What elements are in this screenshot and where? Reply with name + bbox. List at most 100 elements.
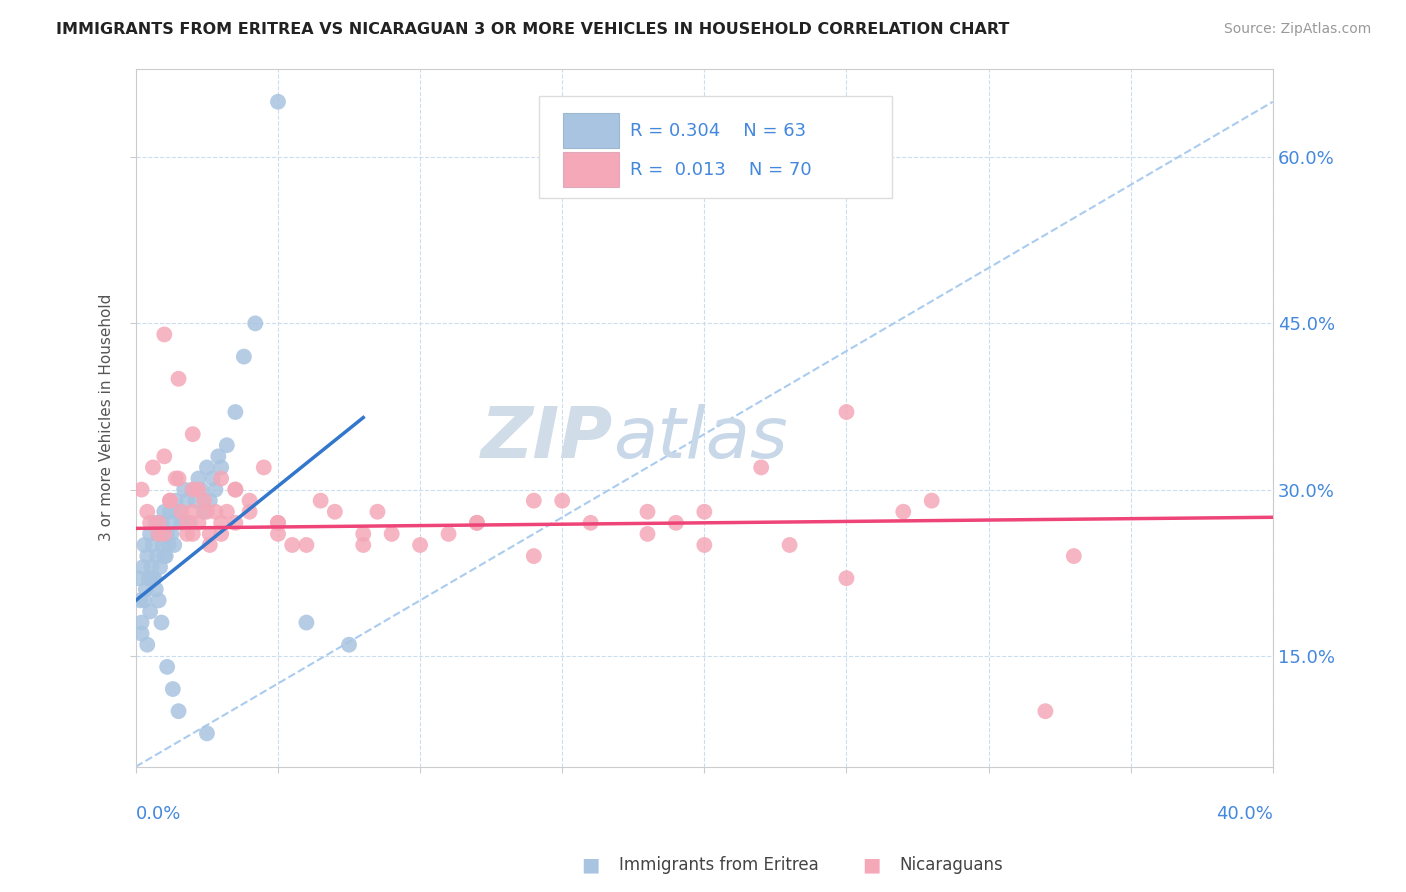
- Text: ■: ■: [862, 855, 882, 875]
- Point: [181, 483, 204, 497]
- Point: [239, 505, 262, 519]
- Point: [309, 493, 332, 508]
- Point: [523, 493, 546, 508]
- Point: [153, 527, 176, 541]
- Point: [162, 681, 184, 696]
- Y-axis label: 3 or more Vehicles in Household: 3 or more Vehicles in Household: [100, 293, 114, 541]
- Point: [551, 493, 574, 508]
- Point: [153, 549, 176, 563]
- Point: [465, 516, 488, 530]
- Point: [1063, 549, 1085, 563]
- Point: [179, 516, 201, 530]
- Point: [579, 516, 602, 530]
- Point: [167, 471, 190, 485]
- Point: [139, 604, 162, 618]
- Point: [142, 571, 165, 585]
- Point: [637, 505, 659, 519]
- Point: [232, 350, 254, 364]
- Point: [465, 516, 488, 530]
- Point: [159, 505, 181, 519]
- Point: [749, 460, 772, 475]
- Point: [224, 405, 246, 419]
- Point: [145, 582, 167, 597]
- Text: R = 0.304    N = 63: R = 0.304 N = 63: [630, 121, 807, 140]
- Point: [176, 516, 198, 530]
- Point: [921, 493, 943, 508]
- Point: [209, 460, 232, 475]
- Point: [253, 460, 276, 475]
- Point: [181, 527, 204, 541]
- Point: [267, 516, 290, 530]
- Point: [150, 516, 173, 530]
- Point: [1035, 704, 1057, 718]
- Point: [224, 483, 246, 497]
- Point: [165, 471, 187, 485]
- Point: [198, 493, 221, 508]
- Point: [142, 538, 165, 552]
- Point: [181, 427, 204, 442]
- Point: [381, 527, 404, 541]
- Point: [187, 471, 209, 485]
- Point: [187, 483, 209, 497]
- Point: [523, 549, 546, 563]
- Text: Immigrants from Eritrea: Immigrants from Eritrea: [619, 856, 818, 874]
- Point: [224, 483, 246, 497]
- Text: 40.0%: 40.0%: [1216, 805, 1272, 823]
- Point: [165, 493, 187, 508]
- Text: Source: ZipAtlas.com: Source: ZipAtlas.com: [1223, 22, 1371, 37]
- Point: [149, 560, 172, 574]
- Point: [131, 483, 153, 497]
- Point: [150, 615, 173, 630]
- Point: [209, 516, 232, 530]
- Point: [779, 538, 801, 552]
- Point: [295, 615, 318, 630]
- Point: [693, 538, 716, 552]
- Point: [162, 516, 184, 530]
- Point: [198, 538, 221, 552]
- Point: [136, 549, 159, 563]
- Point: [163, 538, 186, 552]
- Point: [148, 527, 170, 541]
- Point: [167, 372, 190, 386]
- Text: ZIP: ZIP: [481, 404, 613, 473]
- Point: [136, 638, 159, 652]
- Point: [148, 593, 170, 607]
- Point: [159, 493, 181, 508]
- Point: [156, 660, 179, 674]
- Point: [224, 516, 246, 530]
- Point: [153, 327, 176, 342]
- Point: [204, 483, 226, 497]
- Point: [366, 505, 388, 519]
- Point: [190, 483, 212, 497]
- Point: [295, 538, 318, 552]
- Text: atlas: atlas: [613, 404, 787, 473]
- Point: [198, 527, 221, 541]
- Point: [437, 527, 460, 541]
- Point: [128, 571, 150, 585]
- Point: [160, 527, 183, 541]
- Point: [129, 593, 152, 607]
- FancyBboxPatch shape: [564, 113, 619, 148]
- Point: [153, 450, 176, 464]
- Point: [143, 571, 166, 585]
- Point: [131, 626, 153, 640]
- Point: [409, 538, 432, 552]
- Point: [239, 493, 262, 508]
- Point: [352, 527, 374, 541]
- Point: [195, 505, 218, 519]
- Point: [323, 505, 346, 519]
- Point: [136, 505, 159, 519]
- Point: [141, 560, 163, 574]
- Point: [145, 516, 167, 530]
- Point: [152, 538, 174, 552]
- FancyBboxPatch shape: [540, 96, 891, 198]
- Point: [181, 483, 204, 497]
- Point: [267, 95, 290, 109]
- Point: [159, 493, 181, 508]
- Text: ■: ■: [581, 855, 600, 875]
- Point: [184, 493, 207, 508]
- Point: [193, 505, 215, 519]
- Point: [337, 638, 360, 652]
- Point: [193, 493, 215, 508]
- Point: [637, 527, 659, 541]
